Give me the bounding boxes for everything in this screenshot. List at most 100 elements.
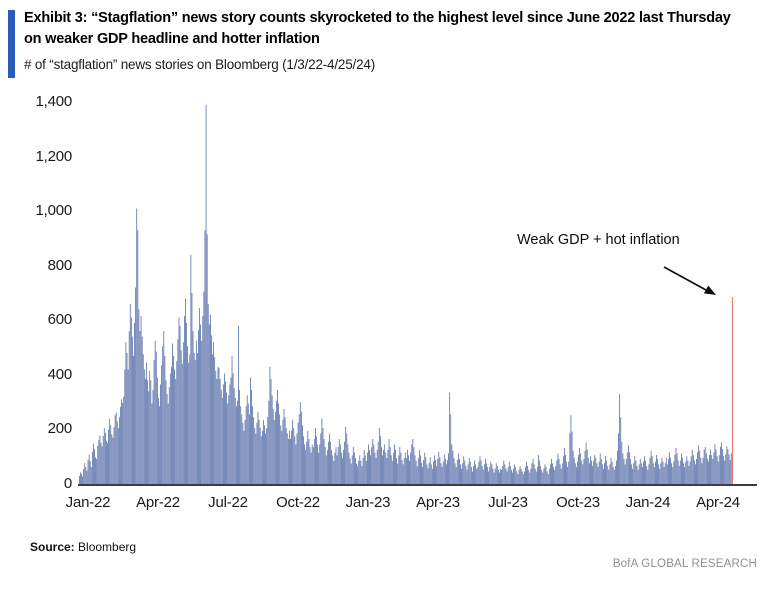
plot-area: [79, 102, 758, 484]
bar: [156, 377, 158, 484]
bar: [539, 460, 540, 484]
bar: [221, 398, 223, 484]
bar: [610, 457, 612, 484]
bar: [367, 452, 368, 484]
bar: [509, 465, 511, 484]
bar: [136, 208, 138, 484]
bar: [512, 472, 513, 484]
bar: [296, 433, 298, 484]
bar: [618, 433, 619, 484]
bar: [427, 468, 429, 484]
bar: [533, 464, 535, 484]
bar: [682, 457, 683, 484]
bar: [90, 467, 92, 484]
bar: [695, 464, 696, 484]
bar: [591, 460, 592, 484]
bar: [630, 458, 631, 484]
x-tick-label: Apr-22: [136, 494, 180, 511]
bar: [106, 440, 107, 484]
bar: [180, 350, 182, 484]
bar: [110, 425, 112, 484]
bar: [623, 458, 625, 484]
bar: [444, 458, 446, 484]
bar: [674, 455, 676, 484]
bar: [281, 430, 283, 484]
bar: [725, 454, 727, 484]
x-tick-label: Jan-24: [625, 494, 671, 511]
bar: [473, 465, 474, 484]
bar: [705, 453, 707, 484]
bar: [138, 309, 140, 484]
bar: [592, 465, 593, 484]
bar: [720, 446, 721, 484]
bar: [302, 425, 303, 484]
bar: [376, 449, 378, 484]
y-tick-label: 400: [47, 365, 73, 383]
bar: [435, 459, 436, 484]
bar: [532, 458, 534, 484]
bar: [377, 441, 379, 484]
bar: [252, 406, 253, 484]
bar: [428, 462, 430, 484]
bar: [336, 455, 338, 484]
bar: [145, 378, 146, 484]
bar: [86, 470, 88, 484]
bar: [412, 438, 414, 484]
bar: [721, 442, 722, 484]
bar: [598, 461, 600, 484]
bar: [606, 460, 608, 484]
bar: [434, 455, 435, 484]
bar: [511, 469, 512, 484]
bar: [346, 433, 348, 484]
bar: [181, 363, 183, 484]
bar: [409, 460, 410, 484]
bar: [547, 474, 549, 484]
bar: [313, 438, 315, 484]
bar: [300, 411, 302, 484]
bar: [583, 458, 585, 484]
bar: [639, 458, 641, 484]
bar: [691, 449, 693, 484]
bar: [272, 408, 274, 484]
bar: [371, 447, 373, 484]
bar: [685, 461, 687, 484]
bar: [323, 438, 325, 484]
bar: [534, 468, 536, 484]
bar: [398, 455, 400, 484]
bar: [481, 465, 483, 484]
bar: [489, 467, 491, 484]
bar: [218, 368, 220, 484]
bar: [253, 417, 255, 484]
bar: [601, 464, 603, 484]
bar: [638, 464, 640, 484]
bar: [420, 455, 421, 484]
y-tick-label: 1,000: [35, 202, 72, 220]
bar: [202, 316, 204, 484]
bar: [525, 467, 526, 484]
bar: [637, 469, 639, 484]
bar: [402, 464, 404, 484]
bar: [535, 471, 537, 484]
bar: [89, 461, 91, 484]
bar: [426, 464, 428, 484]
bar: [81, 474, 82, 484]
bar: [650, 450, 652, 484]
bar: [279, 414, 281, 484]
bar: [284, 417, 286, 484]
bar: [475, 464, 477, 484]
bar: [256, 422, 258, 484]
brand-watermark: BofA GLOBAL RESEARCH: [612, 558, 757, 570]
bar: [514, 464, 515, 484]
bar: [500, 468, 501, 484]
bar: [303, 436, 304, 484]
x-tick-label: Jul-22: [208, 494, 248, 511]
bar: [407, 449, 408, 484]
bar: [491, 464, 493, 484]
bar: [708, 461, 709, 484]
bar: [283, 408, 285, 484]
bar: [99, 435, 101, 484]
bar: [457, 453, 459, 484]
bar: [579, 447, 580, 484]
bar: [655, 461, 656, 484]
bar: [201, 340, 203, 484]
